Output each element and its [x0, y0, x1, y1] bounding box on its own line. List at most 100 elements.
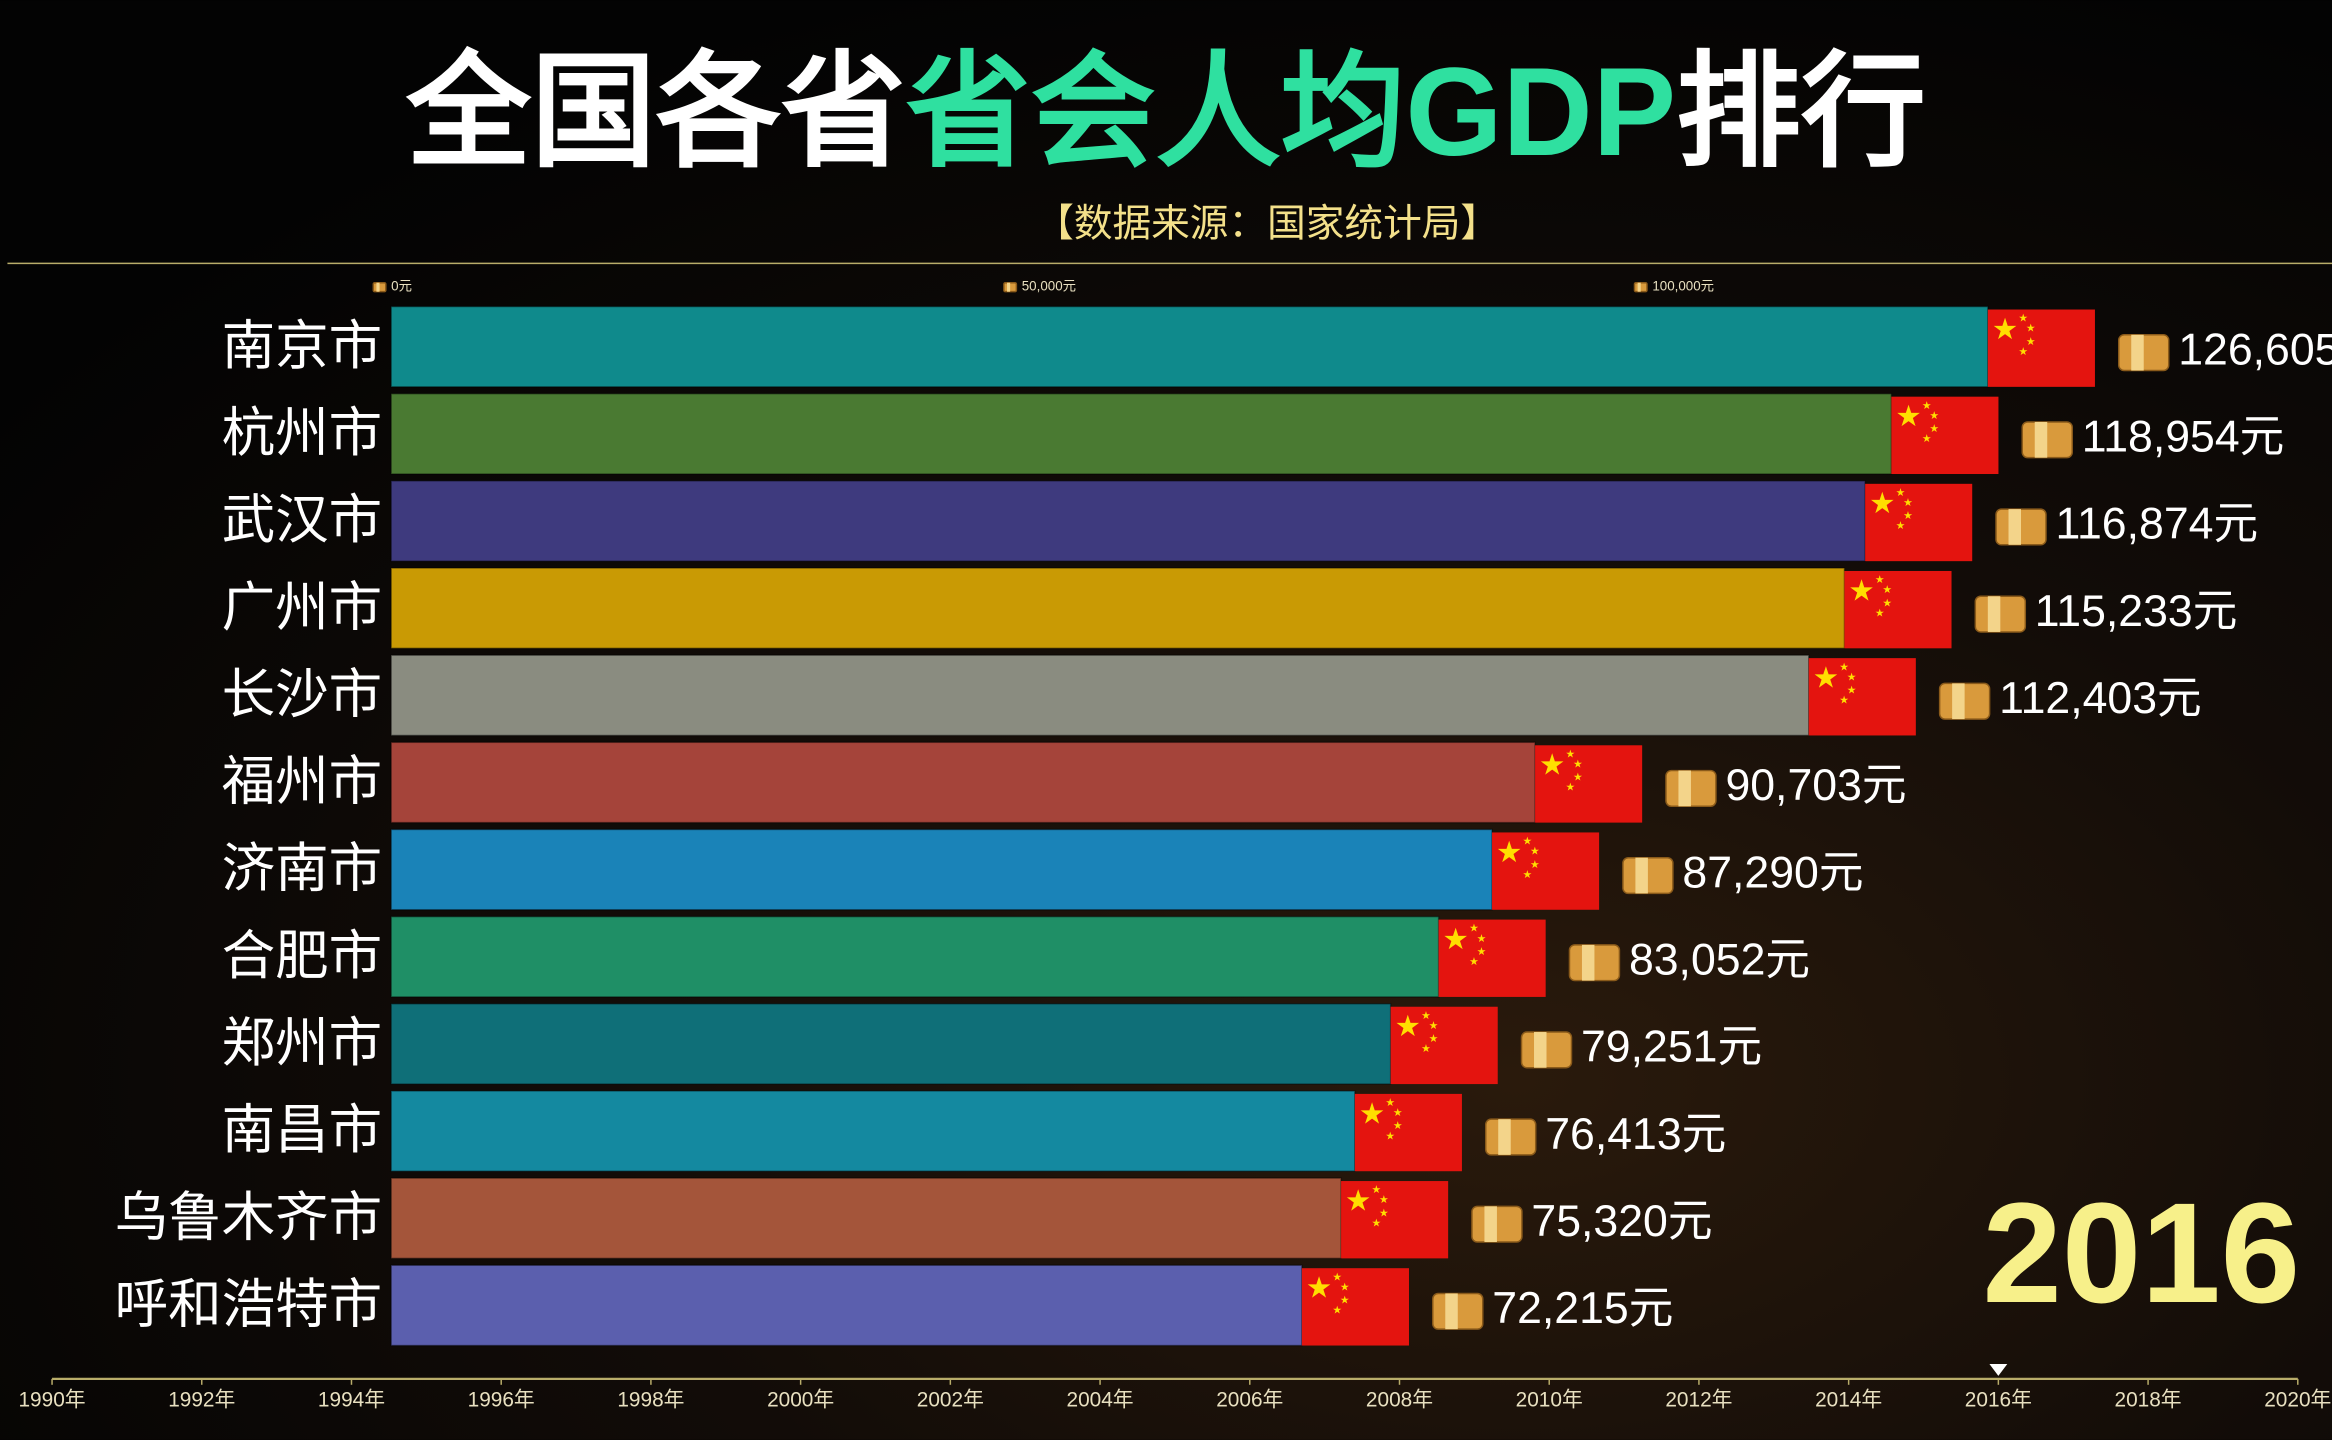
money-icon: [2021, 421, 2073, 459]
money-icon-band: [376, 282, 380, 292]
flag-star: ★: [2018, 313, 2028, 325]
category-label: 南京市: [222, 317, 383, 376]
value-label: 118,954元: [2082, 413, 2285, 462]
value-label: 126,605元: [2178, 325, 2332, 374]
flag-star: ★: [1903, 497, 1913, 509]
flag-star: ★: [1882, 584, 1892, 596]
money-icon-band: [1534, 1032, 1547, 1068]
timeline-label: 2000年: [767, 1389, 834, 1412]
flag-star: ★: [1813, 662, 1839, 695]
flag-star: ★: [1573, 772, 1583, 784]
money-icon-band: [1581, 944, 1595, 981]
chart-title: 全国各省省会人均GDP排行: [405, 43, 1926, 182]
bar: [390, 654, 1810, 737]
money-icon: [1568, 944, 1621, 982]
category-label: 合肥市: [222, 927, 383, 986]
money-icon-band: [1007, 282, 1011, 292]
title-part: 全国各省: [405, 43, 906, 182]
money-icon-band: [1678, 770, 1691, 807]
value-label: 72,215元: [1492, 1284, 1673, 1333]
flag-star: ★: [1839, 661, 1849, 673]
category-label: 广州市: [222, 578, 383, 637]
flag-star: ★: [1379, 1207, 1389, 1219]
timeline-label: 2016年: [1965, 1389, 2032, 1412]
flag-star: ★: [1922, 400, 1932, 412]
flag-star: ★: [1573, 758, 1583, 770]
category-label: 南昌市: [222, 1101, 383, 1160]
money-icon: [1003, 282, 1018, 293]
timeline-label: 2008年: [1366, 1389, 1433, 1412]
flag-star: ★: [1332, 1271, 1342, 1283]
flag-star: ★: [1306, 1272, 1332, 1305]
flag: [1341, 1181, 1449, 1259]
bar: [390, 567, 1846, 650]
category-label: 郑州市: [222, 1014, 383, 1073]
money-icon-band: [1952, 683, 1965, 720]
flag-star: ★: [1847, 671, 1857, 683]
timeline-label: 2002年: [917, 1389, 984, 1412]
flag-star: ★: [1903, 510, 1913, 522]
flag-star: ★: [1469, 923, 1479, 935]
bar: [390, 1177, 1342, 1260]
timeline-label: 1996年: [468, 1389, 535, 1412]
money-icon: [1622, 856, 1674, 895]
timeline-label: 1998年: [617, 1389, 684, 1412]
flag-star: ★: [1340, 1281, 1350, 1293]
flag-star: ★: [2026, 323, 2036, 335]
money-icon-band: [1637, 282, 1641, 292]
money-icon-band: [2131, 334, 2144, 371]
flag: [1844, 570, 1952, 649]
flag-star: ★: [1421, 1010, 1431, 1022]
timeline-label: 1990年: [18, 1389, 85, 1412]
flag-star: ★: [1477, 946, 1487, 958]
flag-star: ★: [1469, 956, 1479, 968]
money-icon-band: [1635, 857, 1648, 894]
flag: [1390, 1006, 1498, 1085]
flag-star: ★: [2018, 346, 2028, 358]
flag-star: ★: [1345, 1184, 1371, 1217]
value-label: 76,413元: [1545, 1110, 1726, 1159]
timeline-marker: [1989, 1363, 2008, 1376]
value-label: 116,874元: [2056, 500, 2259, 549]
money-icon: [1665, 769, 1717, 808]
flag-star: ★: [1393, 1107, 1403, 1119]
money-icon-band: [2034, 421, 2048, 458]
flag-star: ★: [1530, 859, 1540, 871]
category-label: 济南市: [222, 840, 383, 899]
x-tick-label: 50,000元: [1022, 279, 1076, 294]
flag-star: ★: [1372, 1184, 1382, 1196]
flag-star: ★: [1477, 933, 1487, 945]
money-icon-band: [1987, 596, 2001, 632]
value-label: 79,251元: [1581, 1023, 1762, 1072]
category-label: 乌鲁木齐市: [115, 1188, 383, 1247]
flag: [1492, 832, 1600, 910]
flag-star: ★: [1359, 1097, 1385, 1130]
value-label: 83,052元: [1629, 935, 1810, 984]
timeline-label: 2020年: [2264, 1389, 2331, 1412]
subtitle: 【数据来源：国家统计局】: [1035, 202, 1499, 245]
flag-star: ★: [1875, 574, 1885, 586]
bar: [390, 392, 1893, 475]
bar: [390, 305, 1989, 388]
flag-star: ★: [1372, 1217, 1382, 1229]
timeline-label: 2012年: [1665, 1389, 1732, 1412]
flag-star: ★: [1496, 836, 1522, 869]
flag-star: ★: [1922, 433, 1932, 445]
flag-star: ★: [2026, 336, 2036, 348]
flag-star: ★: [1882, 597, 1892, 609]
timeline-label: 2006年: [1216, 1389, 1283, 1412]
flag: [1438, 919, 1546, 997]
flag: [1535, 745, 1643, 823]
flag-star: ★: [1385, 1130, 1395, 1142]
money-icon-band: [1445, 1293, 1458, 1330]
bar: [390, 915, 1440, 998]
flag-star: ★: [1393, 1120, 1403, 1132]
flag-star: ★: [1896, 520, 1906, 532]
flag-star: ★: [1530, 846, 1540, 858]
flag-star: ★: [1332, 1305, 1342, 1317]
flag-star: ★: [1523, 836, 1533, 848]
money-icon-band: [2008, 509, 2022, 545]
value-label: 75,320元: [1531, 1197, 1712, 1246]
category-label: 福州市: [222, 753, 383, 812]
